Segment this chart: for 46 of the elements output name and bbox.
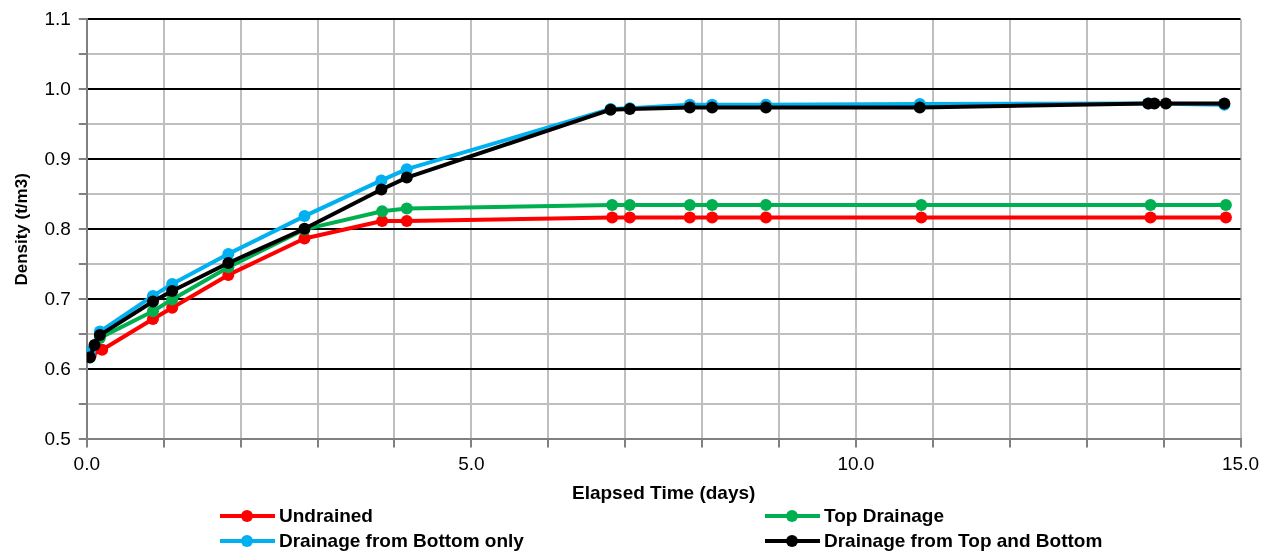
point [166, 285, 179, 297]
x-axis-title: Elapsed Time (days) [571, 481, 756, 503]
point [400, 202, 413, 215]
point [1219, 211, 1232, 224]
point [915, 211, 928, 224]
y-tick-label: 0.9 [44, 147, 71, 169]
point [1144, 211, 1157, 224]
y-tick-label: 0.5 [44, 427, 71, 449]
point [706, 211, 719, 224]
point [376, 205, 389, 218]
point [376, 215, 389, 227]
point [759, 211, 772, 224]
point [222, 257, 235, 269]
legend-label: Top Drainage [824, 504, 944, 528]
point [623, 198, 636, 211]
y-tick-label: 1.1 [44, 7, 71, 29]
point [683, 211, 696, 224]
point [606, 198, 619, 211]
point [759, 198, 772, 211]
legend-label: Drainage from Top and Bottom [824, 529, 1103, 551]
x-tick-label: 10.0 [837, 453, 875, 475]
x-tick-label: 5.0 [458, 453, 485, 475]
point [623, 211, 636, 224]
point [298, 210, 311, 223]
point [1219, 198, 1232, 211]
point [146, 295, 159, 308]
point [706, 198, 719, 211]
y-axis-title: Density (t/m3) [11, 173, 31, 286]
x-tick-label: 15.0 [1222, 453, 1259, 475]
y-tick-label: 0.8 [44, 217, 71, 239]
y-tick-label: 1.0 [44, 77, 71, 99]
legend-label: Undrained [279, 504, 373, 528]
y-tick-label: 0.6 [44, 357, 71, 379]
y-tick-label: 0.7 [44, 287, 71, 309]
x-tick-label: 0.0 [73, 453, 101, 475]
point [146, 305, 159, 318]
point [1144, 198, 1157, 211]
point [375, 183, 388, 196]
point [88, 338, 101, 351]
point [683, 198, 696, 211]
point [606, 211, 619, 224]
point [400, 171, 413, 184]
point [915, 198, 928, 211]
point [400, 215, 413, 227]
point [1159, 97, 1172, 110]
legend-label: Drainage from Bottom only [279, 529, 524, 551]
